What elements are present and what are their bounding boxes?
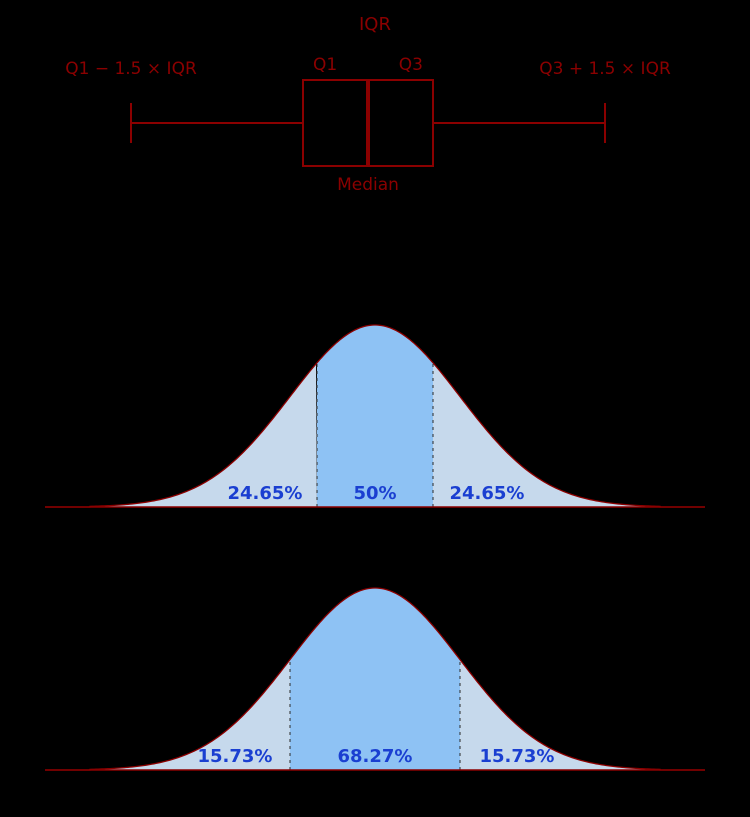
region-center [317,325,433,507]
boxplot-title: IQR [359,14,391,35]
pct-center: 68.27% [338,746,413,767]
pct-center: 50% [353,483,396,504]
pct-left: 15.73% [198,746,273,767]
q3-label: Q3 [399,55,423,75]
left-whisker-label: Q1 − 1.5 × IQR [65,59,197,79]
q1-label: Q1 [313,55,337,75]
pct-right: 15.73% [480,746,555,767]
median-label: Median [337,175,399,195]
right-whisker-label: Q3 + 1.5 × IQR [539,59,671,79]
pct-left: 24.65% [228,483,303,504]
pct-right: 24.65% [450,483,525,504]
